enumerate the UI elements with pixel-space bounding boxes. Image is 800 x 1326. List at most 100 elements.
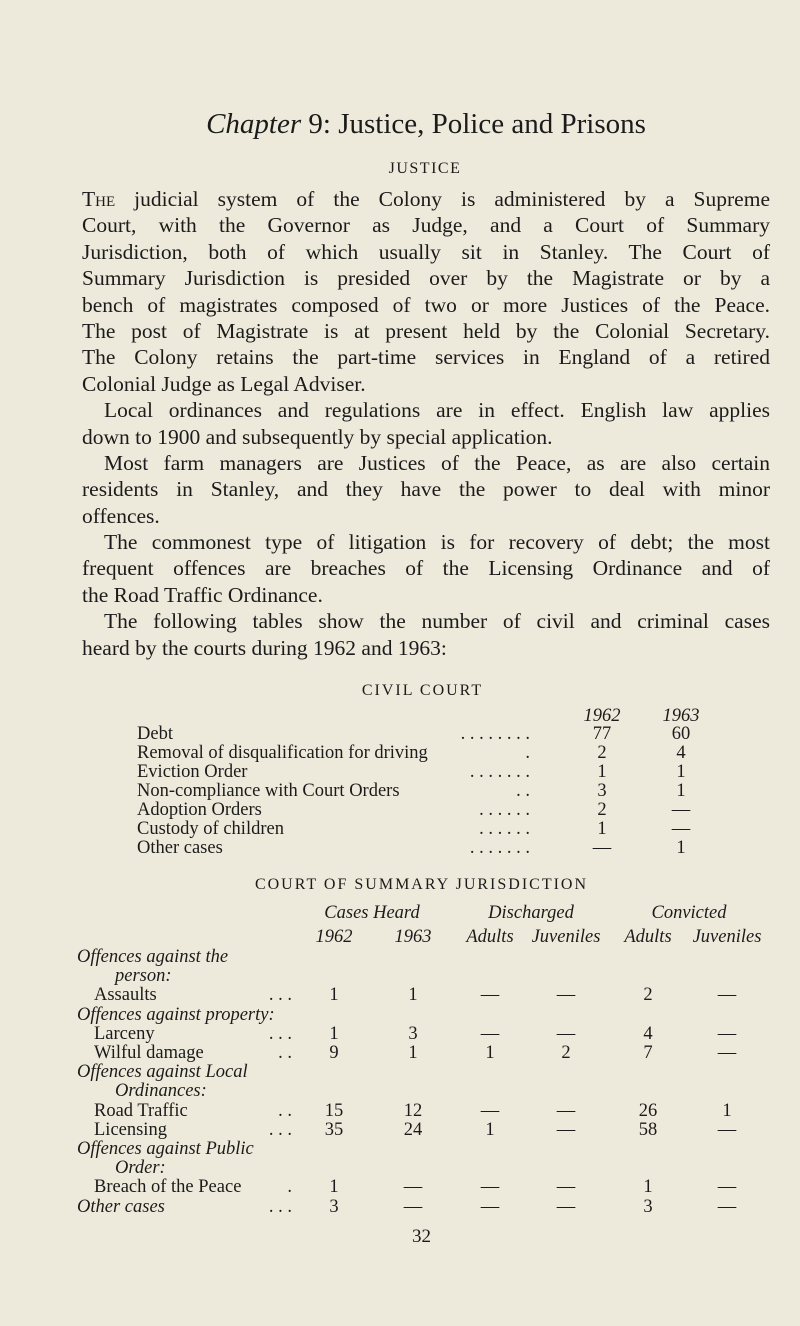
page-number: 32 (412, 1226, 431, 1247)
sub-header: Juveniles (692, 927, 762, 947)
sub-header: 1963 (394, 927, 432, 947)
table-cell: — (556, 1023, 576, 1044)
row-label: Road Traffic (94, 1100, 188, 1121)
cell-1962: 1 (597, 762, 607, 782)
table-cell: 1 (408, 1043, 418, 1063)
leader-dots: . . . . . . . (469, 762, 530, 782)
paragraph-line: The following tables show the number of … (104, 609, 770, 634)
table-cell: — (717, 1177, 737, 1198)
paragraph-line: The judicial system of the Colony is adm… (82, 187, 770, 211)
row-label: Custody of children (137, 819, 284, 839)
table-cell: — (717, 1023, 737, 1044)
paragraph-line: frequent offences are breaches of the Li… (82, 556, 770, 581)
civil-court-heading: CIVIL COURT (361, 682, 484, 699)
chapter-title-text: 9: Justice, Police and Prisons (308, 108, 646, 140)
row-label: Assaults (94, 985, 157, 1006)
paragraph-line: Most farm managers are Justices of the P… (104, 450, 770, 475)
paragraph-line: The commonest type of litigation is for … (104, 530, 770, 555)
column-header: 1962 (583, 706, 621, 726)
table-cell: — (717, 1119, 737, 1140)
group-label: Ordinances: (115, 1081, 207, 1102)
row-label: Wilful damage (94, 1043, 204, 1063)
paragraph-line: heard by the courts during 1962 and 1963… (82, 635, 447, 660)
leader-dots: . . . (268, 1119, 292, 1140)
cell-1963: — (671, 819, 691, 839)
table-cell: 1 (485, 1043, 495, 1063)
cell-1963: 1 (676, 762, 686, 782)
table-cell: 15 (324, 1100, 344, 1121)
paragraph-line: residents in Stanley, and they have the … (82, 477, 770, 502)
paragraph-line: Colonial Judge as Legal Adviser. (82, 371, 366, 396)
sub-header: 1962 (315, 927, 353, 947)
group-label: Offences against Public (77, 1139, 254, 1159)
sub-header: Juveniles (531, 927, 601, 947)
table-cell: 35 (324, 1119, 344, 1140)
cell-1962: 2 (597, 743, 607, 763)
table-cell: — (480, 1177, 500, 1198)
cell-1963: 4 (676, 743, 686, 763)
leader-dots: . (287, 1177, 292, 1198)
table-cell: 3 (643, 1196, 653, 1217)
table-cell: 3 (408, 1023, 418, 1044)
table-cell: 1 (485, 1119, 495, 1140)
paragraph-lead: The (82, 187, 116, 211)
sub-header: Adults (466, 927, 514, 947)
summary-court-heading: COURT OF SUMMARY JURISDICTION (254, 876, 589, 893)
table-cell: 1 (329, 985, 339, 1006)
cell-1962: — (592, 838, 612, 858)
cell-1963: — (671, 800, 691, 820)
chapter-title: Chapter 9: Justice, Police and Prisons (0, 108, 800, 141)
row-label: Removal of disqualification for driving (137, 743, 428, 763)
table-cell: — (480, 1100, 500, 1121)
cell-1962: 1 (597, 819, 607, 839)
group-header: Convicted (651, 903, 727, 923)
table-cell: — (717, 1043, 737, 1063)
table-cell: — (556, 985, 576, 1006)
cell-1962: 77 (592, 724, 612, 744)
cell-1963: 60 (671, 724, 691, 744)
table-cell: 4 (643, 1023, 653, 1044)
paragraph-line: down to 1900 and subsequently by special… (82, 424, 553, 449)
cell-1962: 2 (597, 800, 607, 820)
sub-header: Adults (624, 927, 672, 947)
table-cell: 26 (638, 1100, 658, 1121)
table-cell: — (403, 1196, 423, 1217)
table-cell: 24 (403, 1119, 423, 1140)
paragraph-line: Court, with the Governor as Judge, and a… (82, 213, 770, 238)
table-cell: 12 (403, 1100, 423, 1121)
table-cell: 1 (643, 1177, 653, 1198)
table-cell: 7 (643, 1043, 653, 1063)
cell-1963: 1 (676, 838, 686, 858)
table-cell: — (480, 1196, 500, 1217)
paragraph-line: bench of magistrates composed of two or … (82, 292, 770, 317)
table-cell: 3 (329, 1196, 339, 1217)
paragraph-line: Jurisdiction, both of which usually sit … (82, 239, 770, 264)
table-cell: 2 (561, 1043, 571, 1063)
group-label: Offences against property: (77, 1004, 275, 1025)
leader-dots: . . (516, 781, 530, 801)
group-label: Offences against Local (77, 1062, 248, 1083)
body-text: The judicial system of the Colony is adm… (82, 186, 770, 661)
group-header: Discharged (488, 903, 574, 923)
cell-1962: 3 (597, 781, 607, 801)
group-header: Cases Heard (324, 903, 420, 923)
row-label: Breach of the Peace (94, 1177, 242, 1198)
leader-dots: . . . (268, 1023, 292, 1044)
table-cell: 2 (643, 985, 653, 1006)
paragraph-line: Local ordinances and regulations are in … (104, 398, 770, 423)
leader-dots: . . . (268, 1196, 292, 1217)
row-label: Other cases (77, 1196, 165, 1217)
paragraph-line: offences. (82, 503, 160, 528)
leader-dots: . . . (268, 985, 292, 1006)
row-label: Debt (137, 724, 173, 744)
table-cell: — (556, 1100, 576, 1121)
row-label: Other cases (137, 838, 223, 858)
table-cell: — (717, 985, 737, 1006)
group-label: Order: (115, 1158, 166, 1179)
table-cell: 9 (329, 1043, 339, 1063)
group-label: person: (115, 966, 172, 987)
leader-dots: . . . . . . (479, 800, 530, 820)
table-cell: — (717, 1196, 737, 1217)
leader-dots: . (525, 743, 530, 763)
row-label: Larceny (94, 1023, 155, 1044)
